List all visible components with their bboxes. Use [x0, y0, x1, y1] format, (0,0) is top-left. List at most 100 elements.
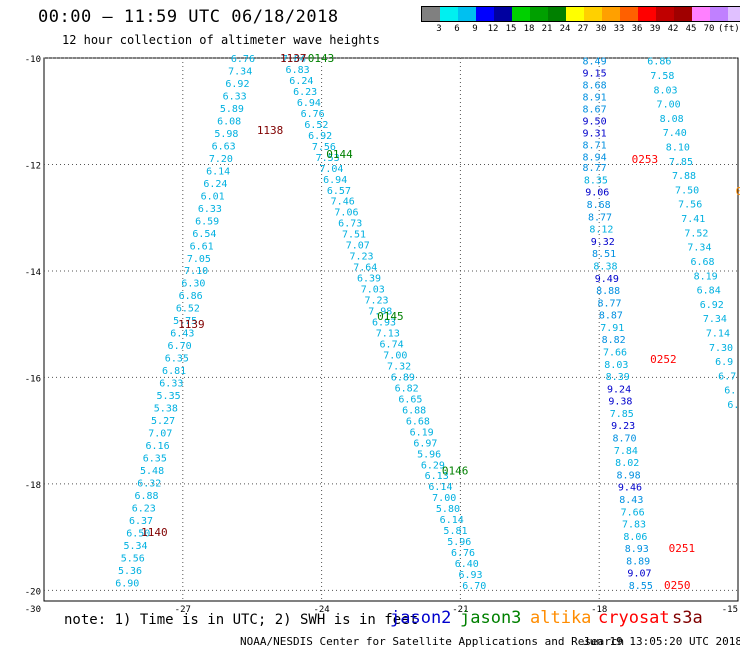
- wave-height-value: 8.77: [588, 212, 612, 223]
- wave-height-value: 6.52: [304, 120, 328, 131]
- wave-height-value: 8.91: [583, 93, 607, 104]
- wave-height-value: 5.38: [154, 404, 178, 415]
- wave-height-value: 7.83: [622, 520, 646, 531]
- wave-height-value: 8.70: [612, 434, 636, 445]
- wave-height-value: 7.56: [312, 142, 336, 153]
- legend-label: 45: [685, 24, 697, 34]
- wave-height-value: 7.40: [663, 128, 687, 139]
- wave-height-value: 9.23: [611, 421, 635, 432]
- wave-height-value: 7.32: [387, 361, 411, 372]
- wave-height-value: 5.36: [118, 566, 142, 577]
- wave-height-value: 7.34: [228, 66, 252, 77]
- wave-height-value: 7.00: [432, 493, 456, 504]
- wave-height-value: 6.39: [357, 274, 381, 285]
- wave-height-value: 5.81: [443, 526, 467, 537]
- wave-height-value: 6.90: [115, 578, 139, 589]
- wave-height-value: 7.84: [614, 446, 638, 457]
- wave-height-value: 8.68: [587, 200, 611, 211]
- wave-height-value: 5.48: [140, 466, 164, 477]
- wave-height-value: 8.49: [583, 57, 607, 68]
- legend-swatch-8: [566, 7, 584, 21]
- pass-time-label: 0252: [650, 353, 677, 366]
- wave-height-value: 6.68: [406, 416, 430, 427]
- wave-height-value: 5.35: [157, 391, 181, 402]
- wave-height-value: 6.89: [391, 372, 415, 383]
- legend-swatch-11: [620, 7, 638, 21]
- wave-height-value: 6.70: [168, 341, 192, 352]
- wave-height-value: 7.34: [687, 243, 711, 254]
- wave-height-value: 6.94: [323, 175, 347, 186]
- legend-label: 27: [577, 24, 589, 34]
- wave-height-value: 6.14: [428, 482, 452, 493]
- wave-height-value: 6.29: [421, 460, 445, 471]
- wave-height-value: 8.02: [615, 458, 639, 469]
- map-title: 00:00 — 11:59 UTC 06/18/2018: [38, 7, 339, 27]
- wave-height-value: 6.13: [425, 471, 449, 482]
- wave-height-value: 8.82: [602, 335, 626, 346]
- wave-height-value: 8.51: [592, 249, 616, 260]
- wave-height-value: 7.64: [353, 263, 377, 274]
- wave-height-value: 9.24: [607, 384, 631, 395]
- wave-height-value: 7.10: [184, 266, 208, 277]
- wave-height-value: 9.38: [608, 397, 632, 408]
- lat-tick-label: -18: [25, 481, 41, 491]
- color-legend-bar: [421, 6, 740, 22]
- wave-height-value: 6.7: [718, 371, 736, 382]
- wave-height-value: 6.82: [395, 383, 419, 394]
- satellite-label-altika: altika: [530, 608, 592, 628]
- lat-tick-label: -14: [25, 268, 41, 278]
- wave-height-value: 8.03: [653, 85, 677, 96]
- lon-tick-label: -24: [313, 605, 329, 615]
- wave-height-value: 6.81: [162, 366, 186, 377]
- legend-swatch-13: [656, 7, 674, 21]
- legend-label: 42: [667, 24, 679, 34]
- lat-tick-label: -20: [25, 587, 41, 597]
- wave-height-value: 7.23: [364, 296, 388, 307]
- wave-height-value: 7.91: [600, 323, 624, 334]
- wave-height-value: 8.03: [604, 360, 628, 371]
- legend-label: 15: [505, 24, 517, 34]
- lat-tick-label: -10: [25, 55, 41, 65]
- wave-height-value: 7.05: [187, 254, 211, 265]
- wave-height-value: 8.43: [619, 495, 643, 506]
- wave-height-value: 8.39: [606, 372, 630, 383]
- wave-height-value: 7.88: [672, 171, 696, 182]
- wave-height-value: 8.89: [626, 556, 650, 567]
- wave-height-value: 6.92: [225, 79, 249, 90]
- wave-height-value: 9.32: [591, 237, 615, 248]
- wave-height-value: 7.52: [684, 228, 708, 239]
- wave-height-value: 7.56: [678, 200, 702, 211]
- legend-swatch-17: [728, 7, 740, 21]
- wave-height-value: 6.: [724, 386, 736, 397]
- pass-time-label: 1139: [178, 318, 205, 331]
- wave-height-value: 6.19: [410, 427, 434, 438]
- satellite-label-jason3: jason3: [460, 608, 522, 628]
- wave-height-value: 6.86: [179, 291, 203, 302]
- satellite-label-cryosat: cryosat: [598, 608, 670, 628]
- wave-height-value: 8.77: [597, 298, 621, 309]
- wave-height-value: 6.94: [297, 98, 321, 109]
- lat-tick-label: -16: [25, 374, 41, 384]
- wave-height-value: 7.46: [331, 197, 355, 208]
- wave-height-value: 7.03: [361, 285, 385, 296]
- pass-time-label: 0143: [308, 52, 335, 65]
- wave-height-value: 6.52: [176, 304, 200, 315]
- wave-height-value: 7.85: [669, 157, 693, 168]
- wave-height-value: 6.24: [289, 76, 313, 87]
- lon-tick-label: -27: [175, 605, 191, 615]
- wave-height-value: 6.33: [198, 204, 222, 215]
- legend-label: 21: [541, 24, 553, 34]
- wave-height-value: 6.92: [308, 131, 332, 142]
- wave-height-value: 9.15: [583, 69, 607, 80]
- wave-height-value: 8.08: [660, 114, 684, 125]
- legend-swatch-14: [674, 7, 692, 21]
- wave-height-value: 7.34: [703, 314, 727, 325]
- wave-height-value: 9.06: [585, 188, 609, 199]
- wave-height-value: 8.77: [583, 163, 607, 174]
- wave-height-value: 6.57: [327, 186, 351, 197]
- legend-swatch-9: [584, 7, 602, 21]
- satellite-label-jason2: jason2: [390, 608, 452, 628]
- legend-label: 24: [559, 24, 571, 34]
- legend-swatch-12: [638, 7, 656, 21]
